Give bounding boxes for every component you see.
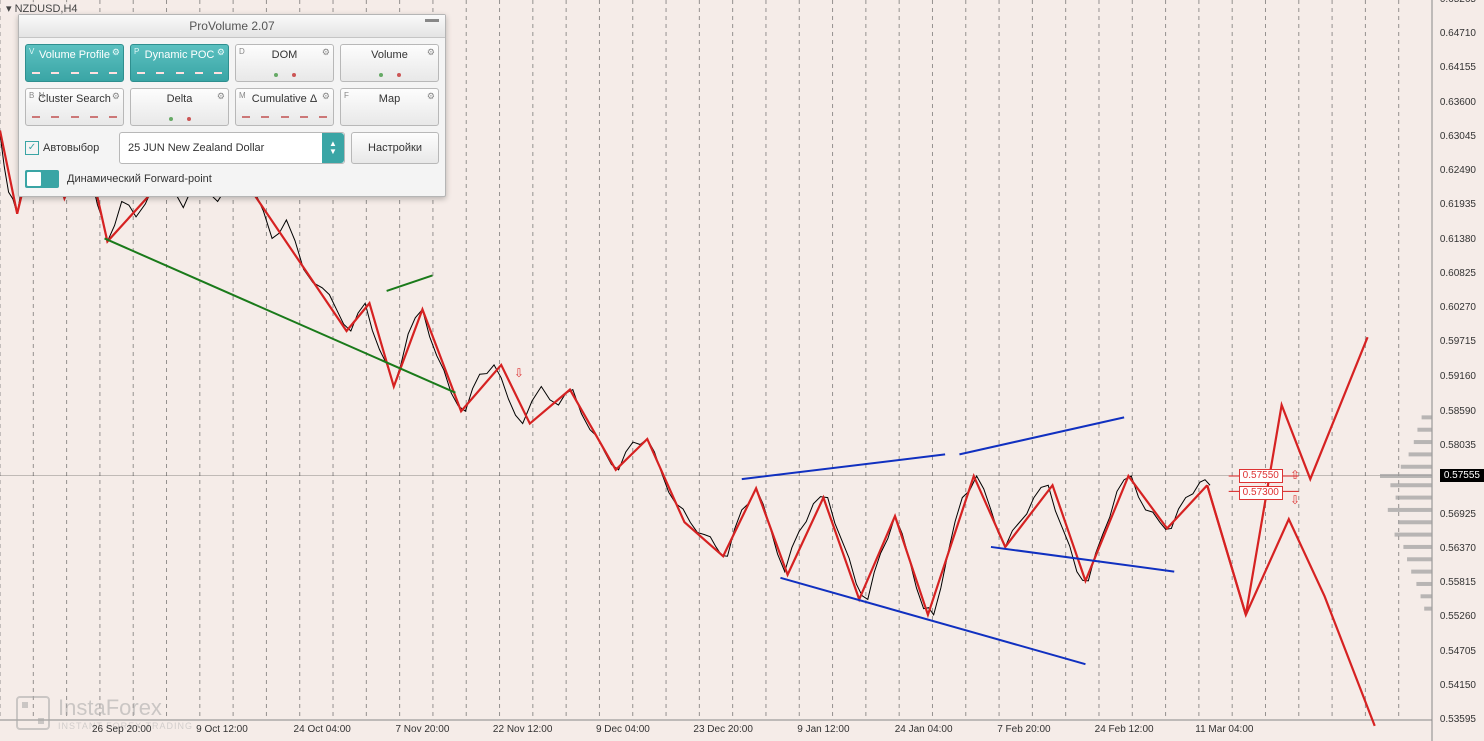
- y-axis-label: 0.56925: [1440, 509, 1476, 520]
- select-arrows-icon[interactable]: ▲▼: [322, 133, 344, 163]
- x-axis-label: 24 Jan 04:00: [895, 724, 953, 735]
- gear-icon[interactable]: ⚙: [112, 91, 120, 102]
- y-axis-label: 0.54150: [1440, 680, 1476, 691]
- y-axis-label: 0.61935: [1440, 199, 1476, 210]
- panel-title: ProVolume 2.07: [189, 19, 274, 33]
- x-axis-label: 9 Jan 12:00: [797, 724, 849, 735]
- instrument-select[interactable]: 25 JUN New Zealand Dollar ▲▼: [119, 132, 345, 164]
- settings-button[interactable]: Настройки: [351, 132, 439, 164]
- y-axis-label: 0.54705: [1440, 646, 1476, 657]
- x-axis-label: 9 Dec 04:00: [596, 724, 650, 735]
- y-axis-label: 0.65265: [1440, 0, 1476, 5]
- panel-row1: V⚙Volume ProfileP⚙Dynamic POCD⚙DOM⚙Volum…: [25, 44, 439, 82]
- y-axis-label: 0.63045: [1440, 131, 1476, 142]
- y-axis-label: 0.58035: [1440, 440, 1476, 451]
- y-axis-label: 0.59715: [1440, 336, 1476, 347]
- forward-point-label: Динамический Forward-point: [67, 173, 212, 185]
- y-axis-label: 0.55815: [1440, 577, 1476, 588]
- y-axis-label: 0.53595: [1440, 714, 1476, 725]
- minimize-icon[interactable]: [425, 19, 439, 22]
- y-axis-label: 0.58590: [1440, 406, 1476, 417]
- x-axis-label: 24 Feb 12:00: [1095, 724, 1154, 735]
- panel-btn-delta[interactable]: ⚙Delta: [130, 88, 229, 126]
- provolume-panel[interactable]: ProVolume 2.07 V⚙Volume ProfileP⚙Dynamic…: [18, 14, 446, 197]
- panel-btn-dom[interactable]: D⚙DOM: [235, 44, 334, 82]
- y-axis-label: 0.59160: [1440, 371, 1476, 382]
- x-axis-label: 7 Nov 20:00: [395, 724, 449, 735]
- panel-row2: B N⚙Cluster Search⚙DeltaM⚙Cumulative ΔF⚙…: [25, 88, 439, 126]
- y-axis-label: 0.62490: [1440, 165, 1476, 176]
- panel-btn-dynamic-poc[interactable]: P⚙Dynamic POC: [130, 44, 229, 82]
- signal-arrow-icon: ⇩: [514, 366, 524, 380]
- gear-icon[interactable]: ⚙: [112, 47, 120, 58]
- watermark-logo-icon: [16, 696, 50, 730]
- x-axis-label: 23 Dec 20:00: [693, 724, 753, 735]
- gear-icon[interactable]: ⚙: [322, 47, 330, 58]
- x-axis-label: 26 Sep 20:00: [92, 724, 152, 735]
- panel-btn-map[interactable]: F⚙Map: [340, 88, 439, 126]
- panel-btn-cluster-search[interactable]: B N⚙Cluster Search: [25, 88, 124, 126]
- gear-icon[interactable]: ⚙: [427, 91, 435, 102]
- y-axis-label: 0.64710: [1440, 28, 1476, 39]
- x-axis-label: 11 Mar 04:00: [1195, 724, 1253, 735]
- panel-titlebar[interactable]: ProVolume 2.07: [19, 15, 445, 38]
- x-axis-label: 7 Feb 20:00: [997, 724, 1050, 735]
- gear-icon[interactable]: ⚙: [322, 91, 330, 102]
- y-axis-label: 0.55260: [1440, 611, 1476, 622]
- x-axis-label: 9 Oct 12:00: [196, 724, 248, 735]
- y-axis-label: 0.60270: [1440, 302, 1476, 313]
- y-axis-label: 0.64155: [1440, 62, 1476, 73]
- panel-btn-cumulative-[interactable]: M⚙Cumulative Δ: [235, 88, 334, 126]
- auto-select-checkbox[interactable]: ✓Автовыбор: [25, 141, 113, 155]
- y-axis-label: 0.63600: [1440, 97, 1476, 108]
- y-axis-label: 0.61380: [1440, 234, 1476, 245]
- chart-container: ▾ NZDUSD,H4 ProVolume 2.07 V⚙Volume Prof…: [0, 0, 1484, 741]
- x-axis-label: 24 Oct 04:00: [294, 724, 351, 735]
- gear-icon[interactable]: ⚙: [427, 47, 435, 58]
- x-axis-label: 22 Nov 12:00: [493, 724, 553, 735]
- y-axis-label: 0.56370: [1440, 543, 1476, 554]
- gear-icon[interactable]: ⚙: [217, 47, 225, 58]
- gear-icon[interactable]: ⚙: [217, 91, 225, 102]
- y-axis-label: 0.60825: [1440, 268, 1476, 279]
- panel-btn-volume-profile[interactable]: V⚙Volume Profile: [25, 44, 124, 82]
- signal-arrow-icon: ⇩: [1290, 493, 1300, 507]
- price-level-label: 0.57300: [1239, 486, 1283, 500]
- forward-point-toggle[interactable]: [25, 170, 59, 188]
- panel-btn-volume[interactable]: ⚙Volume: [340, 44, 439, 82]
- current-price-tag: 0.57555: [1440, 469, 1484, 482]
- signal-arrow-icon: ⇧: [1290, 468, 1300, 482]
- price-level-label: 0.57550: [1239, 469, 1283, 483]
